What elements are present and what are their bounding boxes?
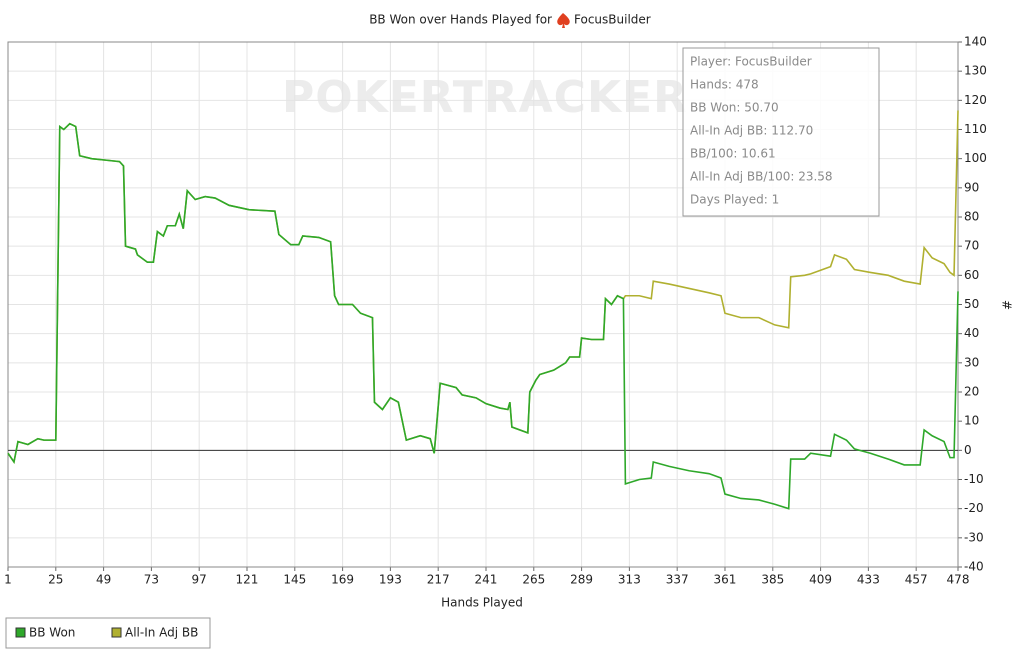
y-tick-label: 120 — [964, 93, 987, 107]
x-tick-label: 337 — [666, 573, 689, 587]
tooltip-line: Hands: 478 — [690, 78, 759, 92]
watermark: POKERTRACKER — [282, 72, 688, 123]
y-tick-label: 50 — [964, 297, 979, 311]
x-tick-label: 241 — [475, 573, 498, 587]
y-tick-label: -10 — [964, 472, 984, 486]
y-tick-label: 110 — [964, 122, 987, 136]
x-tick-label: 289 — [570, 573, 593, 587]
y-tick-label: 0 — [964, 443, 972, 457]
x-tick-label: 145 — [283, 573, 306, 587]
x-tick-label: 409 — [809, 573, 832, 587]
y-tick-label: -30 — [964, 530, 984, 544]
y-tick-label: 30 — [964, 355, 979, 369]
y-tick-label: 90 — [964, 180, 979, 194]
x-tick-label: 385 — [761, 573, 784, 587]
y-tick-label: 100 — [964, 151, 987, 165]
y-tick-label: 70 — [964, 239, 979, 253]
y-tick-label: -20 — [964, 501, 984, 515]
x-axis-label: Hands Played — [441, 596, 523, 610]
tooltip-line: All-In Adj BB/100: 23.58 — [690, 170, 833, 184]
x-tick-label: 1 — [4, 573, 12, 587]
tooltip-box — [682, 47, 880, 217]
x-tick-label: 169 — [331, 573, 354, 587]
x-tick-label: 457 — [905, 573, 928, 587]
series-line — [7, 122, 959, 510]
x-tick-label: 193 — [379, 573, 402, 587]
y-axis-label: # — [1000, 300, 1014, 310]
x-tick-label: 25 — [48, 573, 63, 587]
y-tick-label: 40 — [964, 326, 979, 340]
x-tick-label: 361 — [714, 573, 737, 587]
x-tick-label: 433 — [857, 573, 880, 587]
y-tick-label: 20 — [964, 385, 979, 399]
y-tick-label: 10 — [964, 414, 979, 428]
x-tick-label: 97 — [192, 573, 207, 587]
x-tick-label: 49 — [96, 573, 111, 587]
tooltip-line: Player: FocusBuilder — [690, 55, 812, 69]
legend-label: All-In Adj BB — [125, 626, 198, 640]
player-name: FocusBuilder — [574, 13, 651, 27]
legend-swatch — [111, 627, 122, 638]
tooltip-line: BB Won: 50.70 — [690, 101, 779, 115]
y-tick-label: 80 — [964, 210, 979, 224]
x-tick-label: 265 — [522, 573, 545, 587]
chart-title: BB Won over Hands Played for — [369, 13, 552, 27]
x-tick-label: 478 — [947, 573, 970, 587]
legend — [5, 617, 211, 649]
y-tick-label: 140 — [964, 35, 987, 49]
x-tick-label: 121 — [236, 573, 259, 587]
y-tick-label: -40 — [964, 560, 984, 574]
tooltip-line: BB/100: 10.61 — [690, 147, 776, 161]
y-tick-label: 130 — [964, 64, 987, 78]
y-tick-label: 60 — [964, 268, 979, 282]
tooltip-line: All-In Adj BB: 112.70 — [690, 124, 813, 138]
legend-label: BB Won — [29, 626, 75, 640]
player-icon — [557, 13, 570, 28]
x-tick-label: 73 — [144, 573, 159, 587]
x-tick-label: 313 — [618, 573, 641, 587]
x-tick-label: 217 — [427, 573, 450, 587]
legend-swatch — [15, 627, 26, 638]
tooltip-line: Days Played: 1 — [690, 193, 779, 207]
